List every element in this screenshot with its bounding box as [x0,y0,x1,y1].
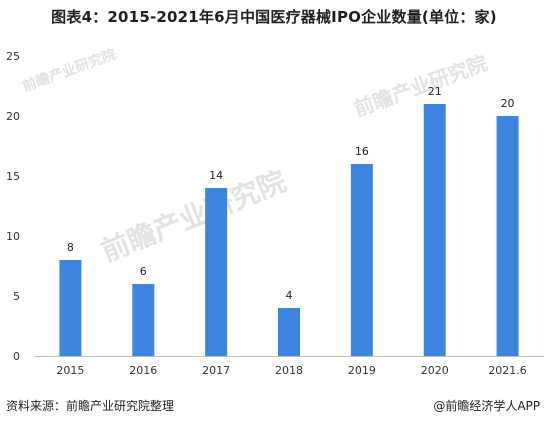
x-tick-label: 2015 [56,364,84,377]
data-label: 6 [140,265,147,278]
x-tick-label: 2019 [348,364,376,377]
y-tick-label: 20 [6,110,20,123]
bar [132,284,155,356]
chart-title: 图表4：2015-2021年6月中国医疗器械IPO企业数量(单位：家) [51,8,497,26]
data-label: 4 [286,289,293,302]
bar [278,308,300,356]
y-tick-label: 0 [13,350,20,363]
source-note: 资料来源：前瞻产业研究院整理 [6,399,175,413]
data-label: 8 [67,241,74,254]
x-tick-label: 2020 [421,364,449,377]
data-label: 16 [355,145,369,158]
data-label: 14 [209,169,223,182]
bar [59,260,82,356]
bar [423,104,446,356]
bar [350,164,373,356]
y-tick-label: 15 [6,170,20,183]
bar [496,116,519,356]
y-tick-label: 25 [6,50,20,63]
y-tick-label: 10 [6,230,20,243]
y-tick-label: 5 [13,290,20,303]
x-tick-label: 2016 [129,364,157,377]
data-label: 20 [501,97,515,110]
x-tick-label: 2018 [275,364,303,377]
x-tick-label: 2017 [202,364,230,377]
x-tick-label: 2021.6 [488,364,527,377]
bar [205,188,228,356]
data-label: 21 [428,85,442,98]
credit-note: @前瞻经济学人APP [433,399,540,413]
